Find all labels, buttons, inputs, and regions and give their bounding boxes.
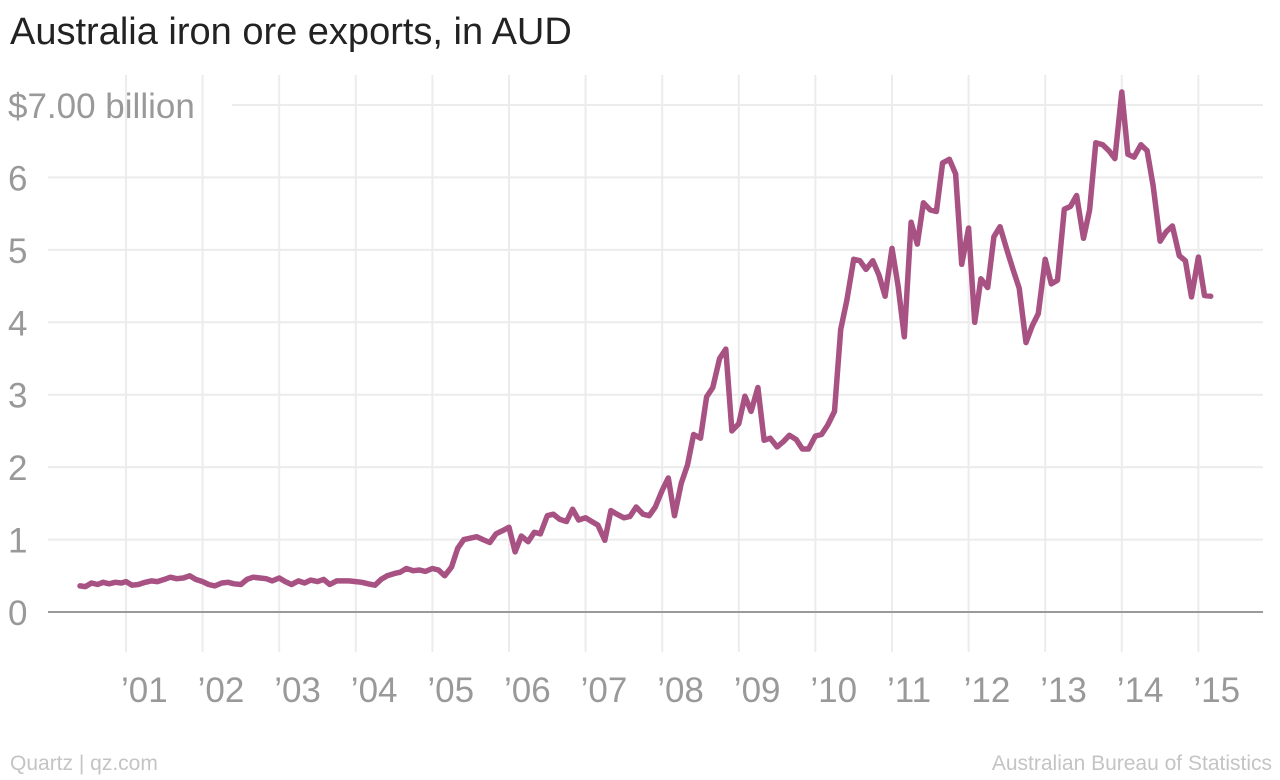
y-tick-label: 0: [8, 594, 27, 633]
y-tick-label: 2: [8, 449, 27, 488]
x-tick-label: ’14: [1117, 671, 1164, 710]
x-tick-label: ’05: [427, 671, 474, 710]
y-tick-label: 1: [8, 522, 27, 561]
x-tick-label: ’06: [504, 671, 551, 710]
x-tick-label: ’02: [198, 671, 245, 710]
y-tick-label: 5: [8, 232, 27, 271]
x-tick-label: ’07: [581, 671, 628, 710]
y-axis-ticks: 0 1 2 3 4 5 6 $7.00 billion: [8, 87, 195, 633]
x-tick-label: ’09: [734, 671, 781, 710]
y-tick-label: $7.00 billion: [8, 87, 195, 126]
grid-lines: [48, 75, 1263, 652]
footer-source: Australian Bureau of Statistics: [991, 752, 1272, 775]
x-tick-label: ’08: [657, 671, 704, 710]
y-tick-label: 3: [8, 377, 27, 416]
chart-title: Australia iron ore exports, in AUD: [10, 11, 572, 53]
y-tick-label: 4: [8, 304, 27, 343]
footer-credit[interactable]: Quartz | qz.com: [10, 752, 158, 775]
x-tick-label: ’12: [964, 671, 1011, 710]
x-tick-label: ’15: [1193, 671, 1240, 710]
x-tick-label: ’03: [274, 671, 321, 710]
x-tick-label: ’01: [121, 671, 168, 710]
y-tick-label: 6: [8, 159, 27, 198]
series-layer: [77, 89, 1214, 590]
x-tick-label: ’11: [887, 671, 931, 710]
x-tick-label: ’10: [810, 671, 857, 710]
x-axis-ticks: ’01 ’02 ’03 ’04 ’05 ’06 ’07 ’08 ’09 ’10 ’11 ’12 ’13 ’…: [121, 671, 1240, 710]
series-line: [77, 89, 1214, 590]
x-tick-label: ’13: [1040, 671, 1087, 710]
x-tick-label: ’04: [351, 671, 398, 710]
